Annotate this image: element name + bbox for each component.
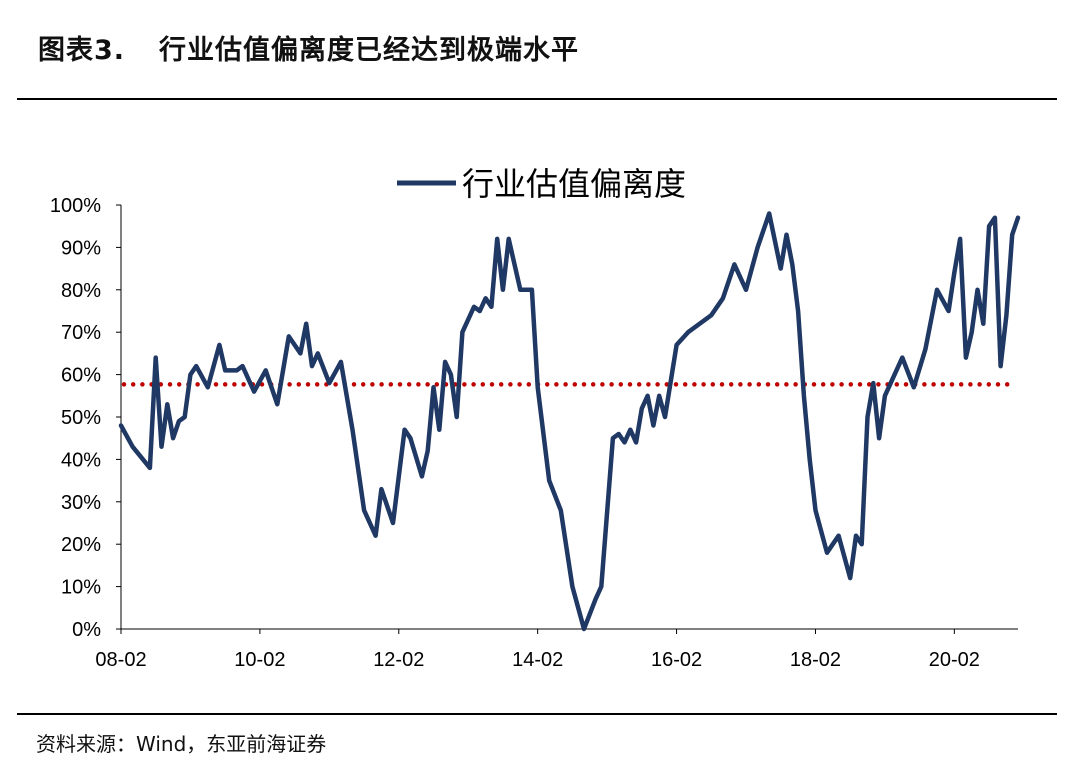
- x-tick-label: 20-02: [929, 649, 980, 671]
- figure-title: 图表3. 行业估值偏离度已经达到极端水平: [38, 28, 579, 67]
- y-tick-label: 100%: [50, 195, 101, 217]
- y-tick-label: 30%: [61, 492, 101, 514]
- y-tick-label: 70%: [61, 322, 101, 344]
- y-tick-label: 80%: [61, 280, 101, 302]
- legend-label: 行业估值偏离度: [462, 165, 686, 203]
- series-group: [118, 211, 1021, 632]
- x-tick-label: 10-02: [234, 649, 285, 671]
- figure-title-text: 行业估值偏离度已经达到极端水平: [159, 35, 580, 66]
- x-tick-label: 08-02: [95, 649, 146, 671]
- x-tick-label: 16-02: [651, 649, 702, 671]
- y-tick-label: 50%: [61, 407, 101, 429]
- top-rule: [17, 98, 1057, 100]
- y-tick-label: 10%: [61, 577, 101, 599]
- x-tick-label: 18-02: [790, 649, 841, 671]
- legend: 行业估值偏离度: [397, 165, 686, 203]
- bottom-rule: [17, 713, 1057, 715]
- y-tick-label: 60%: [61, 365, 101, 387]
- chart-axes: 0% 10% 20% 30% 40% 50% 60% 70% 80% 90% 100% 08-02 10…: [50, 195, 1018, 671]
- x-tick-label: 14-02: [512, 649, 563, 671]
- source-note: 资料来源：Wind，东亚前海证券: [36, 732, 327, 756]
- x-tick-label: 12-02: [373, 649, 424, 671]
- y-tick-label: 20%: [61, 534, 101, 556]
- series-line: [118, 211, 1021, 632]
- y-tick-label: 90%: [61, 237, 101, 259]
- y-tick-label: 0%: [72, 619, 101, 641]
- y-tick-label: 40%: [61, 449, 101, 471]
- figure-label: 图表3.: [38, 35, 126, 66]
